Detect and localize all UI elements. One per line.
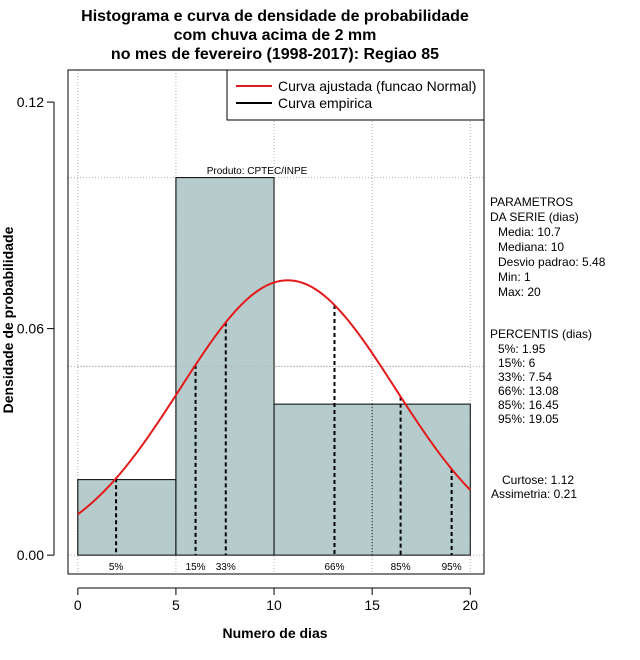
percentil-33: 33%: 7.54 (498, 370, 552, 384)
legend-label-normal: Curva ajustada (funcao Normal) (278, 78, 476, 94)
percentil-95: 95%: 19.05 (498, 412, 559, 426)
percentil-85: 85%: 16.45 (498, 398, 559, 412)
curtose: Curtose: 1.12 (502, 473, 574, 487)
percentile-label: 33% (216, 562, 236, 573)
histogram-bar (77, 479, 177, 556)
percentil-5: 5%: 1.95 (498, 342, 546, 356)
normal-curve-path (77, 279, 471, 516)
percentile-label: 95% (442, 562, 462, 573)
grid-overlay (77, 177, 471, 556)
x-tick-label: 10 (266, 597, 282, 613)
normal-curve (77, 279, 471, 516)
percentil-15: 15%: 6 (498, 356, 536, 370)
side-panel: PARAMETROS DA SERIE (dias) Media: 10.7 M… (490, 195, 606, 501)
percentile-lines: 5% 15% 33% 66% 85% 95% (109, 305, 462, 573)
chart-title-line-3: no mes de fevereiro (1998-2017): Regiao … (111, 46, 439, 63)
percentile-label: 5% (109, 562, 124, 573)
param-media: Media: 10.7 (498, 225, 561, 239)
x-tick-label: 20 (462, 597, 478, 613)
percentile-label: 85% (391, 562, 411, 573)
param-mediana: Mediana: 10 (498, 240, 564, 254)
param-max: Max: 20 (498, 285, 541, 299)
chart-title-line-1: Histograma e curva de densidade de proba… (81, 8, 469, 25)
param-desvio: Desvio padrao: 5.48 (498, 255, 606, 269)
x-tick-label: 5 (172, 597, 180, 613)
y-tick-label: 0.06 (17, 321, 44, 337)
legend-label-empirica: Curva empirica (278, 95, 372, 111)
legend: Curva ajustada (funcao Normal) Curva emp… (226, 69, 485, 121)
y-tick-label: 0.00 (17, 547, 44, 563)
x-tick-label: 0 (74, 597, 82, 613)
y-axis-label: Densidade de probabilidade (0, 226, 16, 413)
assimetria: Assimetria: 0.21 (491, 487, 577, 501)
percentile-label: 15% (186, 562, 206, 573)
params-title-2: DA SERIE (dias) (490, 210, 579, 224)
percentis-title: PERCENTIS (dias) (490, 327, 592, 341)
axes: 0 5 10 15 20 0.00 0.06 0.12 (17, 94, 479, 613)
percentile-label: 66% (324, 562, 344, 573)
product-annotation: Produto: CPTEC/INPE (207, 166, 308, 177)
x-tick-label: 15 (364, 597, 380, 613)
y-tick-label: 0.12 (17, 94, 44, 110)
percentil-66: 66%: 13.08 (498, 384, 559, 398)
param-min: Min: 1 (498, 270, 531, 284)
x-axis-label: Numero de dias (222, 625, 327, 641)
chart-title-line-2: com chuva acima de 2 mm (174, 27, 377, 44)
params-title-1: PARAMETROS (490, 195, 573, 209)
legend-box (226, 69, 485, 121)
